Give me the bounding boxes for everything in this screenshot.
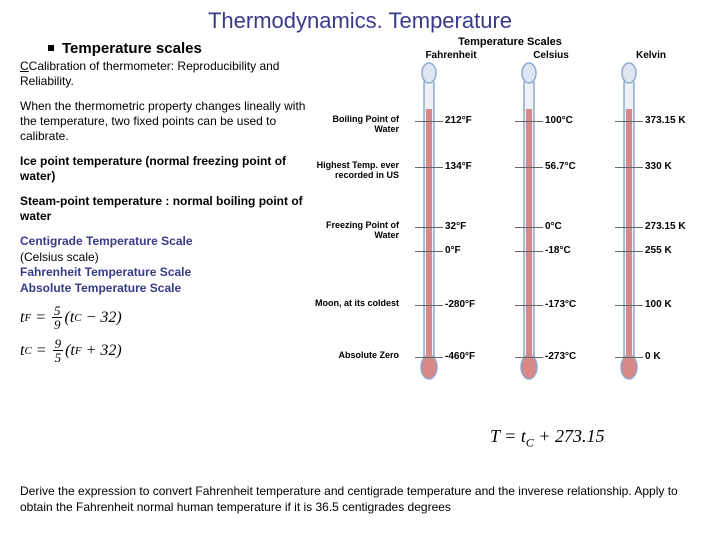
formula-block: tF = 59(tC − 32) tC = 95(tF + 32) (20, 304, 315, 364)
column-labels: Fahrenheit Celsius Kelvin (315, 50, 705, 61)
mark-line (415, 227, 443, 228)
subtitle-text: Temperature scales (62, 40, 202, 57)
formula-kelvin: T = tC + 273.15 (490, 426, 605, 451)
value-label: 212°F (445, 115, 472, 126)
row-label: Highest Temp. ever recorded in US (315, 161, 399, 181)
para-exercise: Derive the expression to convert Fahrenh… (20, 484, 700, 515)
mark-line (515, 357, 543, 358)
mark-line (615, 227, 643, 228)
col-kelvin: Kelvin (601, 50, 701, 61)
mark-line (415, 305, 443, 306)
mark-line (615, 167, 643, 168)
value-label: 330 K (645, 161, 672, 172)
value-label: 32°F (445, 221, 466, 232)
mark-line (415, 167, 443, 168)
value-label: 0°C (545, 221, 562, 232)
value-label: 373.15 K (645, 115, 686, 126)
row-label: Absolute Zero (315, 351, 399, 361)
mark-line (615, 251, 643, 252)
mark-line (515, 251, 543, 252)
value-label: 273.15 K (645, 221, 686, 232)
row-label: Boiling Point of Water (315, 115, 399, 135)
value-label: -18°C (545, 245, 571, 256)
thermometer-icon (420, 61, 438, 381)
value-label: 100°C (545, 115, 573, 126)
bullet-icon (48, 45, 54, 51)
value-label: 0 K (645, 351, 661, 362)
thermometer-icon (620, 61, 638, 381)
scale-centigrade: Centigrade Temperature Scale (20, 234, 315, 250)
page-title: Thermodynamics. Temperature (20, 8, 700, 34)
mark-line (415, 251, 443, 252)
mark-line (615, 357, 643, 358)
scale-celsius: (Celsius scale) (20, 250, 315, 266)
scale-absolute: Absolute Temperature Scale (20, 281, 315, 297)
value-label: -173°C (545, 299, 576, 310)
para-calibration: CCalibration of thermometer: Reproducibi… (20, 59, 315, 89)
value-label: -280°F (445, 299, 475, 310)
col-fahrenheit: Fahrenheit (401, 50, 501, 61)
value-label: 56.7°C (545, 161, 576, 172)
col-celsius: Celsius (501, 50, 601, 61)
para-linear: When the thermometric property changes l… (20, 99, 315, 144)
para-ice: Ice point temperature (normal freezing p… (20, 154, 315, 184)
value-label: 0°F (445, 245, 461, 256)
temperature-scales-diagram: Temperature Scales Fahrenheit Celsius Ke… (315, 36, 705, 426)
row-label: Freezing Point of Water (315, 221, 399, 241)
mark-line (515, 121, 543, 122)
mark-line (515, 167, 543, 168)
formula-tf: tF = 59(tC − 32) (20, 304, 315, 331)
mark-line (415, 121, 443, 122)
value-label: -273°C (545, 351, 576, 362)
mark-line (615, 121, 643, 122)
para-steam: Steam-point temperature : normal boiling… (20, 194, 315, 224)
mark-line (515, 305, 543, 306)
row-label: Moon, at its coldest (315, 299, 399, 309)
thermometer-icon (520, 61, 538, 381)
formula-tc: tC = 95(tF + 32) (20, 337, 315, 364)
scales-list: Centigrade Temperature Scale (Celsius sc… (20, 234, 315, 296)
scale-fahrenheit: Fahrenheit Temperature Scale (20, 265, 315, 281)
value-label: 134°F (445, 161, 472, 172)
value-label: -460°F (445, 351, 475, 362)
mark-line (615, 305, 643, 306)
value-label: 255 K (645, 245, 672, 256)
mark-line (415, 357, 443, 358)
mark-line (515, 227, 543, 228)
value-label: 100 K (645, 299, 672, 310)
diagram-title: Temperature Scales (315, 36, 705, 48)
